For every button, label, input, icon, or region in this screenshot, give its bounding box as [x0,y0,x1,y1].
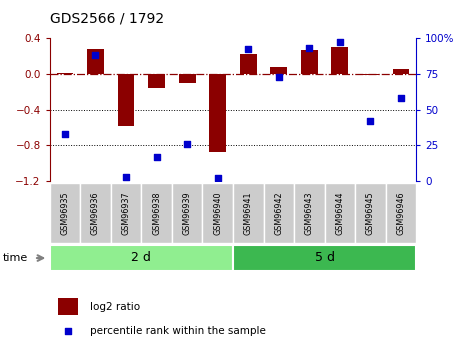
Text: 5 d: 5 d [315,252,334,264]
Bar [80,183,111,243]
Bar [172,183,202,243]
Bar [209,74,226,152]
Text: GSM96937: GSM96937 [122,191,131,235]
Point [275,74,282,79]
Text: GSM96940: GSM96940 [213,191,222,235]
Bar [393,69,409,74]
Bar [362,74,379,75]
Point [306,45,313,51]
Text: GSM96946: GSM96946 [396,191,405,235]
Bar [141,183,172,243]
Bar [324,183,355,243]
Bar [202,183,233,243]
Bar [294,183,324,243]
Bar [111,183,141,243]
Text: GSM96935: GSM96935 [61,191,70,235]
Point [336,39,344,45]
Text: GDS2566 / 1792: GDS2566 / 1792 [50,12,164,26]
Point [92,52,99,58]
Bar [355,183,385,243]
Point [214,176,221,181]
Text: GSM96943: GSM96943 [305,191,314,235]
Bar [385,183,416,243]
Point [184,141,191,147]
Point [397,95,405,101]
Text: GSM96945: GSM96945 [366,191,375,235]
Bar [240,54,257,74]
Point [153,154,160,159]
Bar [233,183,263,243]
Text: GSM96944: GSM96944 [335,191,344,235]
Text: 2 d: 2 d [131,252,151,264]
Bar [148,74,165,88]
Point [64,328,71,334]
Text: GSM96936: GSM96936 [91,191,100,235]
Bar [233,245,416,271]
Text: GSM96938: GSM96938 [152,191,161,235]
Bar [50,245,233,271]
Bar [332,47,348,74]
Bar [57,73,73,74]
Bar [179,74,195,83]
Bar [271,67,287,74]
Bar [50,183,80,243]
Point [245,47,252,52]
Text: GSM96939: GSM96939 [183,191,192,235]
Point [367,118,374,124]
Text: time: time [2,253,27,263]
Text: GSM96941: GSM96941 [244,191,253,235]
Bar [301,50,318,74]
Text: GSM96942: GSM96942 [274,191,283,235]
Point [122,174,130,180]
Bar [87,49,104,74]
Point [61,131,69,137]
Text: log2 ratio: log2 ratio [90,302,140,312]
Bar [263,183,294,243]
Text: percentile rank within the sample: percentile rank within the sample [90,326,266,336]
Bar [118,74,134,126]
Bar [58,298,78,315]
